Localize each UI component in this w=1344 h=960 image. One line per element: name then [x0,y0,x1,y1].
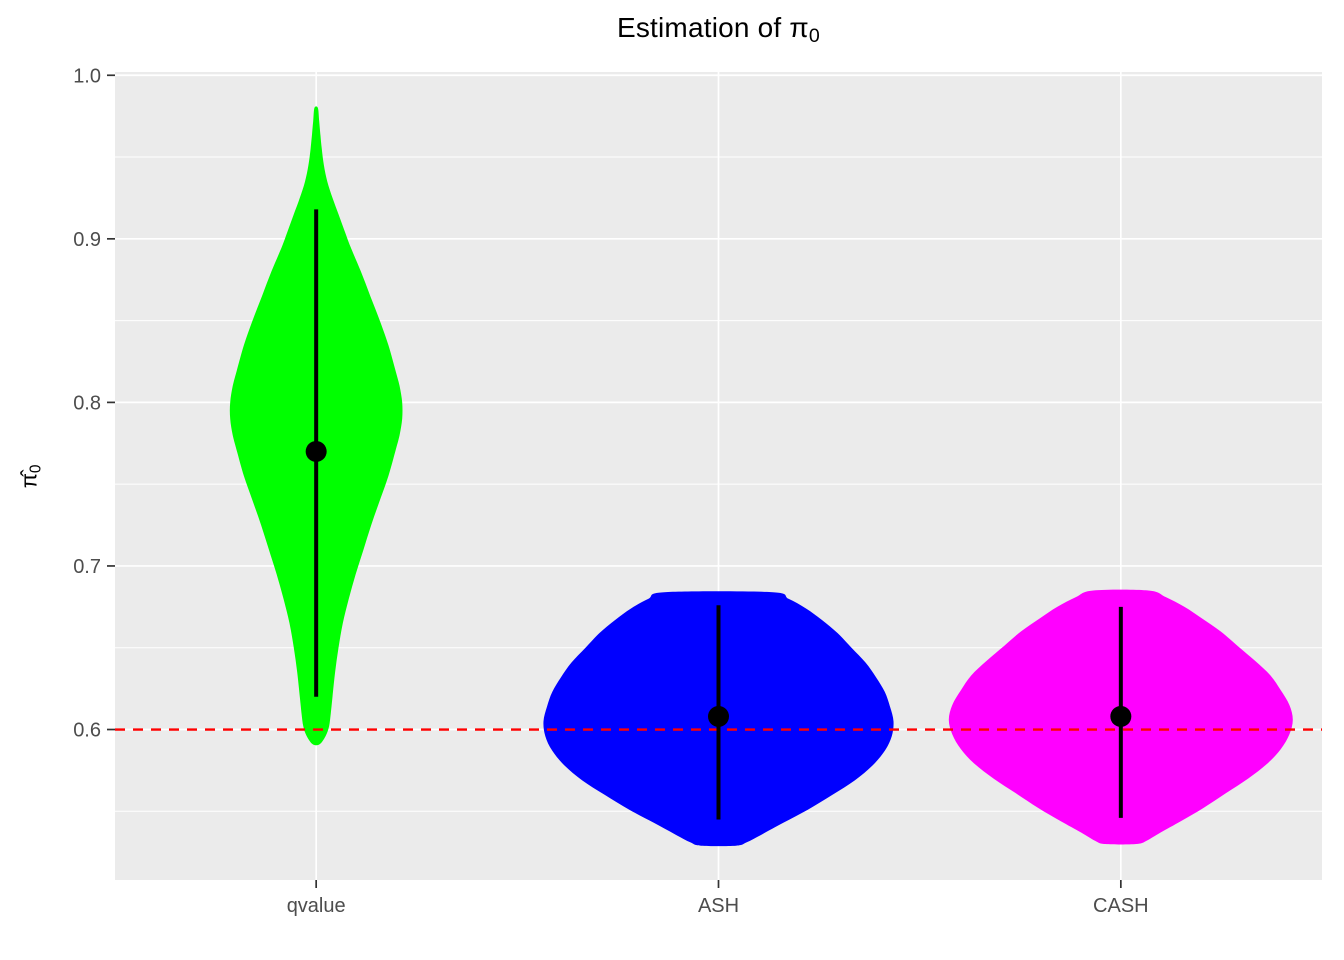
chart-title-subscript: 0 [808,24,821,47]
y-tick-label: 0.8 [73,392,101,414]
chart-title-text: Estimation of [616,12,790,43]
x-category-label: ASH [698,895,739,917]
y-tick-label: 1.0 [73,65,101,87]
y-tick-label: 0.7 [73,556,101,578]
y-tick-label: 0.6 [73,720,101,742]
y-tick-label: 0.9 [73,229,101,251]
x-category-label: CASH [1093,895,1149,917]
chart-title-pi-symbol: π [789,12,809,43]
y-axis-subscript: 0 [27,464,45,474]
median-dot-qvalue [305,440,327,462]
median-dot-cash [1110,705,1132,727]
chart-title: Estimation of π0 [115,12,1322,48]
y-axis-pi-hat-symbol: π̂ [16,473,42,489]
x-category-label: qvalue [287,895,346,917]
median-dot-ash [708,705,729,727]
y-axis-title: π̂0 [17,431,46,521]
